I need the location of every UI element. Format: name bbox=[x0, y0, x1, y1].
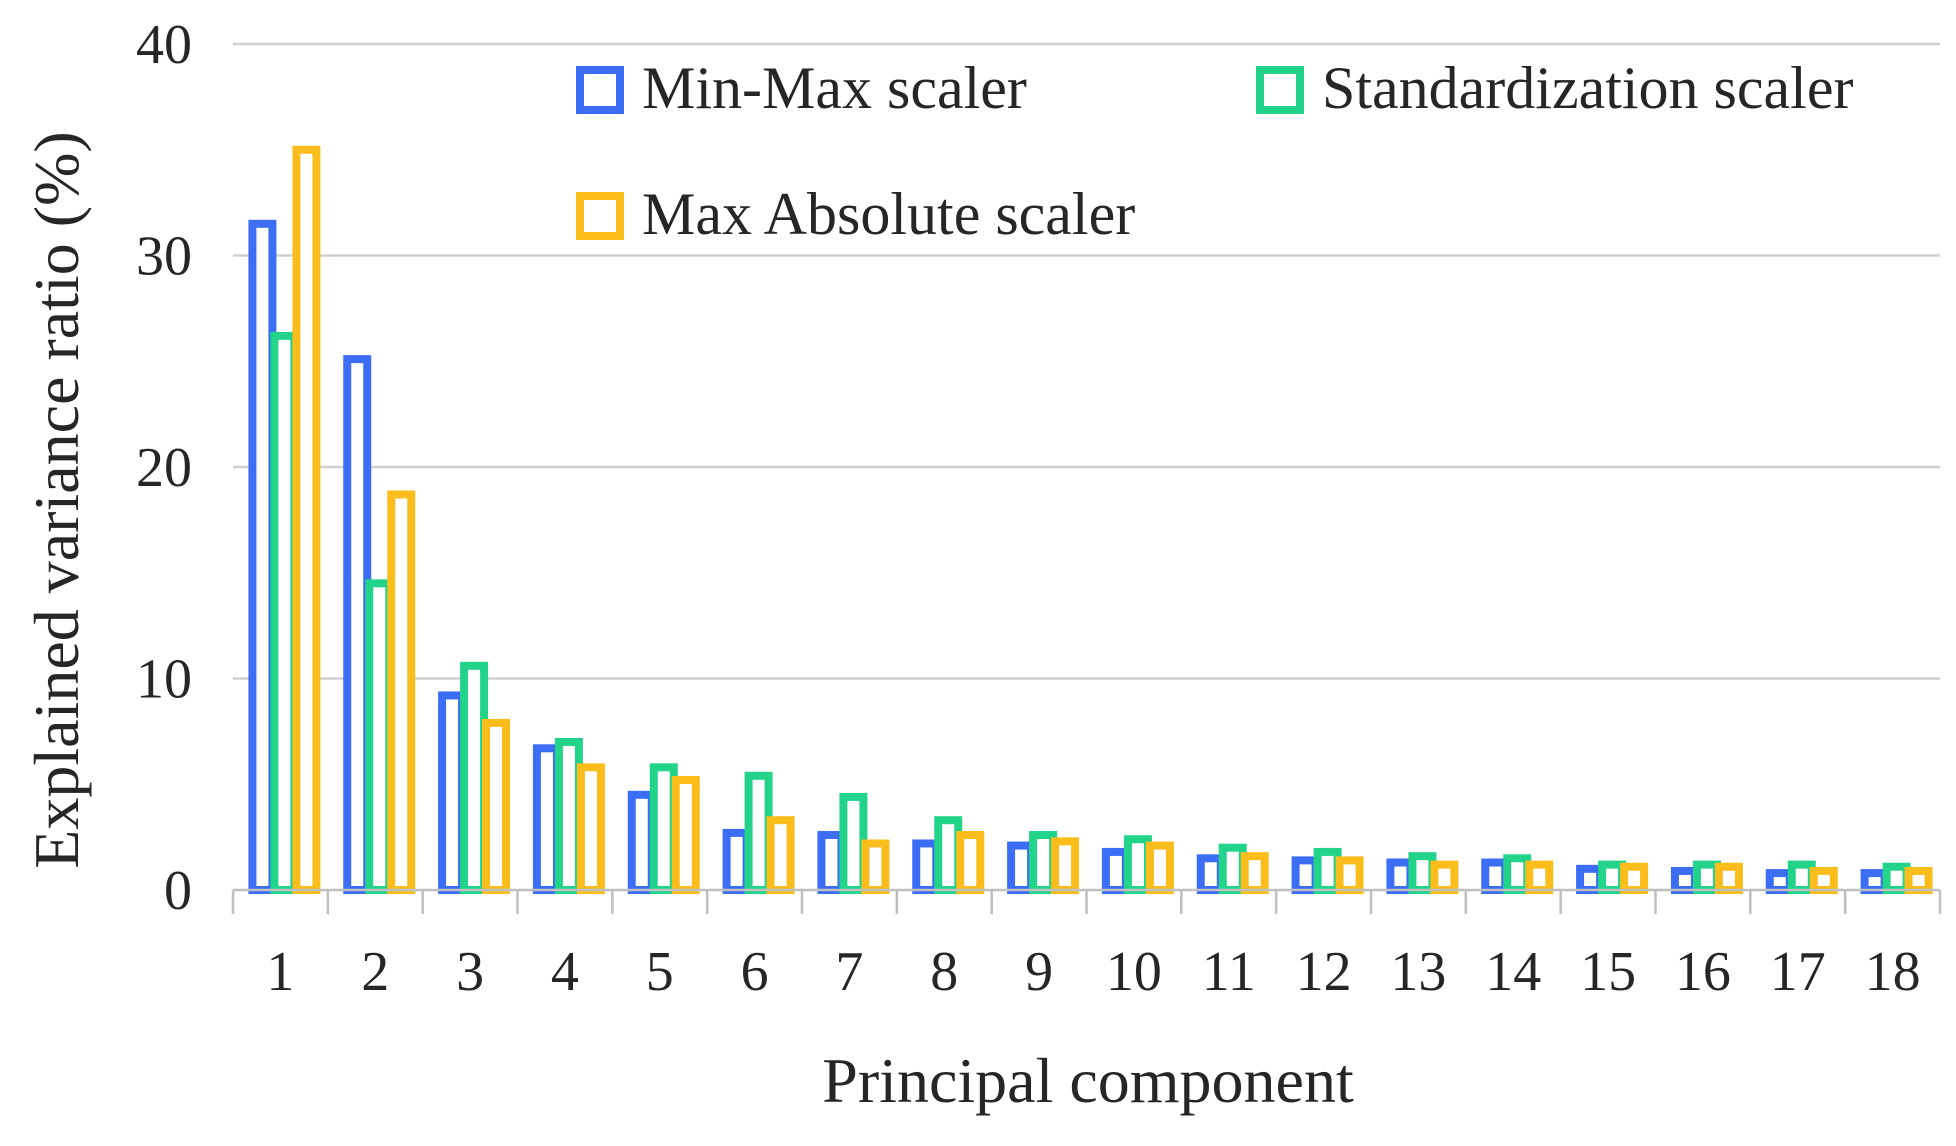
y-tick-label: 30 bbox=[136, 226, 192, 288]
y-axis-title: Explained variance ratio (%) bbox=[21, 131, 92, 868]
bar-max-absolute bbox=[292, 145, 321, 894]
bar-max-absolute bbox=[482, 718, 511, 894]
y-tick-label: 0 bbox=[164, 860, 192, 922]
bar-standardization bbox=[649, 763, 678, 895]
bar-max-absolute bbox=[1809, 866, 1838, 895]
x-tick-label: 14 bbox=[1485, 941, 1541, 1003]
bar-max-absolute bbox=[576, 763, 605, 895]
bar-max-absolute bbox=[671, 776, 700, 895]
x-tick-label: 2 bbox=[361, 941, 389, 1003]
bar-standardization bbox=[934, 816, 963, 895]
bar-min-max bbox=[1765, 869, 1794, 895]
bar-standardization bbox=[1598, 860, 1627, 894]
y-axis: 0 10 20 30 40 bbox=[136, 14, 192, 922]
legend-item-max-absolute: Max Absolute scaler bbox=[576, 181, 1135, 247]
y-tick-label: 20 bbox=[136, 437, 192, 499]
bar-standardization bbox=[270, 331, 299, 894]
bar-standardization bbox=[1218, 843, 1247, 895]
bar-max-absolute bbox=[1051, 837, 1080, 894]
x-tick-label: 6 bbox=[741, 941, 769, 1003]
x-tick-label: 11 bbox=[1202, 941, 1256, 1003]
bar-standardization bbox=[1029, 831, 1058, 895]
bar-min-max bbox=[1196, 854, 1225, 895]
x-tick-label: 8 bbox=[930, 941, 958, 1003]
bar-standardization bbox=[1408, 852, 1437, 894]
x-tick-label: 3 bbox=[456, 941, 484, 1003]
legend-item-min-max: Min-Max scaler bbox=[576, 55, 1027, 121]
bar-min-max bbox=[817, 831, 846, 895]
x-tick-label: 9 bbox=[1025, 941, 1053, 1003]
bar-max-absolute bbox=[1240, 852, 1269, 894]
x-tick-label: 1 bbox=[266, 941, 294, 1003]
bar-min-max bbox=[1860, 869, 1889, 895]
y-tick-label: 40 bbox=[136, 14, 192, 76]
bar-max-absolute bbox=[1430, 860, 1459, 894]
bar-standardization bbox=[1313, 847, 1342, 894]
bar-standardization bbox=[1882, 862, 1911, 894]
legend-label-max-absolute: Max Absolute scaler bbox=[642, 181, 1135, 247]
x-tick-label: 4 bbox=[551, 941, 579, 1003]
bar-standardization bbox=[1787, 860, 1816, 894]
bar-standardization bbox=[839, 792, 868, 894]
x-axis-title: Principal component bbox=[822, 1045, 1354, 1116]
legend: Min-Max scaler Standardization scaler Ma… bbox=[576, 55, 1853, 247]
x-tick-label: 5 bbox=[646, 941, 674, 1003]
gridlines bbox=[233, 42, 1940, 680]
x-tick-label: 12 bbox=[1296, 941, 1352, 1003]
bar-min-max bbox=[1386, 858, 1415, 895]
bar-standardization bbox=[460, 661, 489, 894]
bar-max-absolute bbox=[1620, 862, 1649, 894]
bar-max-absolute bbox=[1525, 860, 1554, 894]
legend-label-standardization: Standardization scaler bbox=[1322, 55, 1853, 121]
bar-standardization bbox=[365, 579, 394, 894]
bar-max-absolute bbox=[956, 831, 985, 895]
legend-swatch-max-absolute bbox=[576, 192, 624, 240]
bar-max-absolute bbox=[861, 839, 890, 894]
bar-min-max bbox=[1007, 841, 1036, 895]
bar-min-max bbox=[1101, 847, 1130, 894]
bar-max-absolute bbox=[387, 490, 416, 894]
legend-item-standardization: Standardization scaler bbox=[1256, 55, 1853, 121]
x-tick-label: 15 bbox=[1580, 941, 1636, 1003]
x-tick-labels: 1 2 3 4 5 6 7 8 9 10 11 12 13 14 15 16 17 18 bbox=[266, 941, 1920, 1003]
x-tick-label: 17 bbox=[1770, 941, 1826, 1003]
bar-standardization bbox=[744, 771, 773, 894]
bar-max-absolute bbox=[1335, 856, 1364, 895]
legend-label-min-max: Min-Max scaler bbox=[642, 55, 1027, 121]
bar-standardization bbox=[1503, 854, 1532, 895]
bar-max-absolute bbox=[766, 816, 795, 895]
bar-min-max bbox=[438, 691, 467, 894]
x-tick-label: 18 bbox=[1865, 941, 1921, 1003]
bar-max-absolute bbox=[1145, 841, 1174, 895]
bar-min-max bbox=[1576, 864, 1605, 894]
bar-min-max bbox=[343, 355, 372, 894]
x-axis bbox=[231, 888, 1942, 914]
bar-min-max bbox=[532, 744, 561, 894]
bar-min-max bbox=[912, 839, 941, 894]
x-tick-label: 10 bbox=[1106, 941, 1162, 1003]
bar-min-max bbox=[627, 790, 656, 895]
bar-standardization bbox=[554, 737, 583, 895]
bars bbox=[248, 145, 1933, 895]
bar-min-max bbox=[1670, 866, 1699, 895]
bar-max-absolute bbox=[1714, 862, 1743, 894]
x-tick-label: 13 bbox=[1390, 941, 1446, 1003]
x-tick-label: 7 bbox=[835, 941, 863, 1003]
bar-min-max bbox=[722, 828, 751, 895]
bar-standardization bbox=[1123, 835, 1152, 894]
bar-min-max bbox=[1481, 858, 1510, 895]
x-tick-label: 16 bbox=[1675, 941, 1731, 1003]
bar-min-max bbox=[1291, 856, 1320, 895]
y-tick-label: 10 bbox=[136, 649, 192, 711]
bar-standardization bbox=[1692, 860, 1721, 894]
legend-swatch-min-max bbox=[576, 66, 624, 114]
bar-max-absolute bbox=[1904, 866, 1933, 895]
legend-swatch-standardization bbox=[1256, 66, 1304, 114]
bar-min-max bbox=[248, 219, 277, 894]
